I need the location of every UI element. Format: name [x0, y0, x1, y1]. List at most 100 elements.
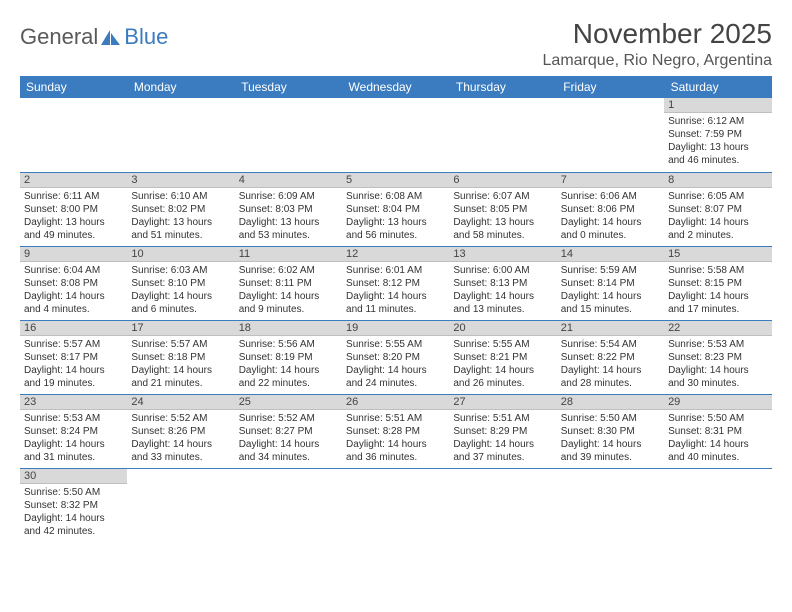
day-number: 22 — [664, 321, 771, 336]
logo-sail-icon — [100, 28, 122, 46]
day-details: Sunrise: 5:53 AMSunset: 8:24 PMDaylight:… — [20, 410, 127, 467]
day-number: 7 — [557, 173, 664, 188]
calendar-body: 1Sunrise: 6:12 AMSunset: 7:59 PMDaylight… — [20, 98, 772, 542]
calendar-day-cell — [342, 468, 449, 542]
day-number: 29 — [664, 395, 771, 410]
calendar-week-row: 9Sunrise: 6:04 AMSunset: 8:08 PMDaylight… — [20, 246, 772, 320]
day-number: 2 — [20, 173, 127, 188]
day-number: 13 — [449, 247, 556, 262]
calendar-day-cell: 9Sunrise: 6:04 AMSunset: 8:08 PMDaylight… — [20, 246, 127, 320]
calendar-day-cell: 30Sunrise: 5:50 AMSunset: 8:32 PMDayligh… — [20, 468, 127, 542]
day-details: Sunrise: 5:51 AMSunset: 8:29 PMDaylight:… — [449, 410, 556, 467]
calendar-day-cell — [127, 98, 234, 172]
day-details: Sunrise: 5:58 AMSunset: 8:15 PMDaylight:… — [664, 262, 771, 319]
calendar-week-row: 1Sunrise: 6:12 AMSunset: 7:59 PMDaylight… — [20, 98, 772, 172]
day-details: Sunrise: 5:50 AMSunset: 8:32 PMDaylight:… — [20, 484, 127, 541]
calendar-day-cell: 7Sunrise: 6:06 AMSunset: 8:06 PMDaylight… — [557, 172, 664, 246]
calendar-day-cell: 1Sunrise: 6:12 AMSunset: 7:59 PMDaylight… — [664, 98, 771, 172]
calendar-day-cell — [449, 98, 556, 172]
day-number: 30 — [20, 469, 127, 484]
calendar-week-row: 16Sunrise: 5:57 AMSunset: 8:17 PMDayligh… — [20, 320, 772, 394]
day-number: 12 — [342, 247, 449, 262]
day-details: Sunrise: 5:50 AMSunset: 8:31 PMDaylight:… — [664, 410, 771, 467]
calendar-day-cell: 17Sunrise: 5:57 AMSunset: 8:18 PMDayligh… — [127, 320, 234, 394]
calendar-day-cell: 3Sunrise: 6:10 AMSunset: 8:02 PMDaylight… — [127, 172, 234, 246]
day-number: 14 — [557, 247, 664, 262]
day-number: 11 — [235, 247, 342, 262]
day-number: 20 — [449, 321, 556, 336]
calendar-day-cell: 5Sunrise: 6:08 AMSunset: 8:04 PMDaylight… — [342, 172, 449, 246]
day-number: 3 — [127, 173, 234, 188]
calendar-day-cell: 19Sunrise: 5:55 AMSunset: 8:20 PMDayligh… — [342, 320, 449, 394]
calendar-day-cell: 6Sunrise: 6:07 AMSunset: 8:05 PMDaylight… — [449, 172, 556, 246]
day-details: Sunrise: 5:57 AMSunset: 8:17 PMDaylight:… — [20, 336, 127, 393]
logo-text-accent: Blue — [124, 24, 168, 50]
day-number: 10 — [127, 247, 234, 262]
calendar-day-cell — [664, 468, 771, 542]
logo: General Blue — [20, 18, 168, 50]
day-details: Sunrise: 6:09 AMSunset: 8:03 PMDaylight:… — [235, 188, 342, 245]
calendar-day-cell: 12Sunrise: 6:01 AMSunset: 8:12 PMDayligh… — [342, 246, 449, 320]
day-number: 8 — [664, 173, 771, 188]
day-number: 27 — [449, 395, 556, 410]
calendar-day-cell — [557, 468, 664, 542]
day-details: Sunrise: 6:11 AMSunset: 8:00 PMDaylight:… — [20, 188, 127, 245]
day-details: Sunrise: 5:54 AMSunset: 8:22 PMDaylight:… — [557, 336, 664, 393]
calendar-table: SundayMondayTuesdayWednesdayThursdayFrid… — [20, 76, 772, 542]
day-number: 4 — [235, 173, 342, 188]
day-number: 19 — [342, 321, 449, 336]
calendar-day-cell — [557, 98, 664, 172]
day-number: 25 — [235, 395, 342, 410]
day-details: Sunrise: 5:52 AMSunset: 8:27 PMDaylight:… — [235, 410, 342, 467]
day-details: Sunrise: 6:00 AMSunset: 8:13 PMDaylight:… — [449, 262, 556, 319]
calendar-day-cell: 25Sunrise: 5:52 AMSunset: 8:27 PMDayligh… — [235, 394, 342, 468]
day-details: Sunrise: 6:04 AMSunset: 8:08 PMDaylight:… — [20, 262, 127, 319]
weekday-header: Tuesday — [235, 76, 342, 98]
weekday-header: Sunday — [20, 76, 127, 98]
day-details: Sunrise: 6:06 AMSunset: 8:06 PMDaylight:… — [557, 188, 664, 245]
day-number: 1 — [664, 98, 771, 113]
calendar-day-cell: 13Sunrise: 6:00 AMSunset: 8:13 PMDayligh… — [449, 246, 556, 320]
calendar-day-cell: 8Sunrise: 6:05 AMSunset: 8:07 PMDaylight… — [664, 172, 771, 246]
calendar-day-cell: 16Sunrise: 5:57 AMSunset: 8:17 PMDayligh… — [20, 320, 127, 394]
title-block: November 2025 Lamarque, Rio Negro, Argen… — [543, 18, 772, 70]
weekday-header: Thursday — [449, 76, 556, 98]
day-details: Sunrise: 6:01 AMSunset: 8:12 PMDaylight:… — [342, 262, 449, 319]
calendar-day-cell: 23Sunrise: 5:53 AMSunset: 8:24 PMDayligh… — [20, 394, 127, 468]
calendar-day-cell: 21Sunrise: 5:54 AMSunset: 8:22 PMDayligh… — [557, 320, 664, 394]
calendar-day-cell: 22Sunrise: 5:53 AMSunset: 8:23 PMDayligh… — [664, 320, 771, 394]
calendar-day-cell — [127, 468, 234, 542]
day-number: 17 — [127, 321, 234, 336]
day-number: 21 — [557, 321, 664, 336]
calendar-day-cell: 26Sunrise: 5:51 AMSunset: 8:28 PMDayligh… — [342, 394, 449, 468]
day-details: Sunrise: 5:50 AMSunset: 8:30 PMDaylight:… — [557, 410, 664, 467]
day-number: 28 — [557, 395, 664, 410]
day-details: Sunrise: 5:59 AMSunset: 8:14 PMDaylight:… — [557, 262, 664, 319]
month-title: November 2025 — [543, 18, 772, 50]
calendar-week-row: 30Sunrise: 5:50 AMSunset: 8:32 PMDayligh… — [20, 468, 772, 542]
calendar-day-cell — [235, 98, 342, 172]
day-details: Sunrise: 5:55 AMSunset: 8:20 PMDaylight:… — [342, 336, 449, 393]
calendar-day-cell: 2Sunrise: 6:11 AMSunset: 8:00 PMDaylight… — [20, 172, 127, 246]
day-details: Sunrise: 5:56 AMSunset: 8:19 PMDaylight:… — [235, 336, 342, 393]
logo-text-main: General — [20, 24, 98, 50]
calendar-week-row: 2Sunrise: 6:11 AMSunset: 8:00 PMDaylight… — [20, 172, 772, 246]
calendar-day-cell: 14Sunrise: 5:59 AMSunset: 8:14 PMDayligh… — [557, 246, 664, 320]
day-number: 16 — [20, 321, 127, 336]
day-details: Sunrise: 6:10 AMSunset: 8:02 PMDaylight:… — [127, 188, 234, 245]
day-details: Sunrise: 5:51 AMSunset: 8:28 PMDaylight:… — [342, 410, 449, 467]
day-details: Sunrise: 6:07 AMSunset: 8:05 PMDaylight:… — [449, 188, 556, 245]
day-number: 6 — [449, 173, 556, 188]
day-details: Sunrise: 5:53 AMSunset: 8:23 PMDaylight:… — [664, 336, 771, 393]
calendar-day-cell: 28Sunrise: 5:50 AMSunset: 8:30 PMDayligh… — [557, 394, 664, 468]
day-number: 23 — [20, 395, 127, 410]
calendar-day-cell: 20Sunrise: 5:55 AMSunset: 8:21 PMDayligh… — [449, 320, 556, 394]
day-number: 18 — [235, 321, 342, 336]
weekday-header: Wednesday — [342, 76, 449, 98]
day-details: Sunrise: 5:57 AMSunset: 8:18 PMDaylight:… — [127, 336, 234, 393]
calendar-day-cell — [342, 98, 449, 172]
calendar-day-cell: 27Sunrise: 5:51 AMSunset: 8:29 PMDayligh… — [449, 394, 556, 468]
day-number: 26 — [342, 395, 449, 410]
calendar-day-cell: 18Sunrise: 5:56 AMSunset: 8:19 PMDayligh… — [235, 320, 342, 394]
day-number: 15 — [664, 247, 771, 262]
